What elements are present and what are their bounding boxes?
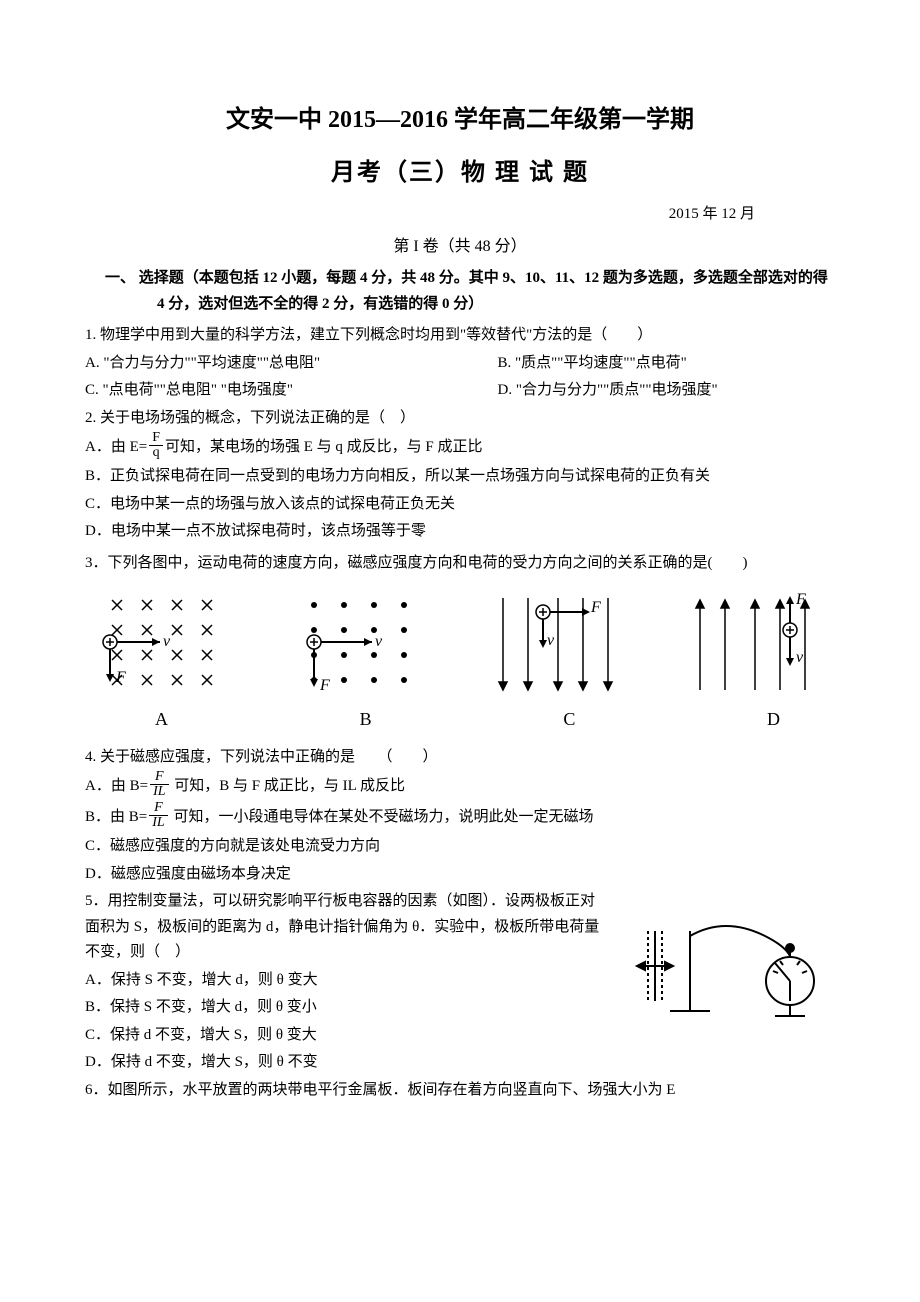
q3-diagram-b: v F <box>287 590 437 700</box>
q4-b-frac: FIL <box>149 801 167 830</box>
exam-title-main: 文安一中 2015—2016 学年高二年级第一学期 <box>85 100 835 141</box>
q3-diagrams: v F v F <box>85 590 835 700</box>
q1-row2: C. "点电荷""总电阻" "电场强度" D. "合力与分力""质点""电场强度… <box>85 378 835 404</box>
svg-text:F: F <box>590 599 601 616</box>
q4-b-pre: B．由 B= <box>85 809 147 825</box>
q2-a-pre: A．由 E= <box>85 439 147 455</box>
q3-label-c: C <box>563 704 575 735</box>
q4-a-pre: A．由 B= <box>85 778 148 794</box>
svg-text:v: v <box>547 632 555 649</box>
q3-labels: A B C D <box>85 704 835 735</box>
q5-wrap: 5．用控制变量法，可以研究影响平行板电容器的因素（如图）．设两极板正对面积为 S… <box>85 889 835 1076</box>
svg-text:F: F <box>795 591 806 608</box>
q1-stem: 1. 物理学中用到大量的科学方法，建立下列概念时均用到"等效替代"方法的是（ ） <box>85 323 835 349</box>
svg-text:F: F <box>115 669 126 686</box>
q3-label-b: B <box>360 704 372 735</box>
q2-opt-b: B．正负试探电荷在同一点受到的电场力方向相反，所以某一点场强方向与试探电荷的正负… <box>85 464 835 490</box>
svg-text:v: v <box>163 633 171 650</box>
q5-opt-b: B．保持 S 不变，增大 d，则 θ 变小 <box>85 995 605 1021</box>
q3-diagram-c: F v <box>483 590 633 700</box>
q3-stem: 3．下列各图中，运动电荷的速度方向，磁感应强度方向和电荷的受力方向之间的关系正确… <box>85 551 835 577</box>
q4-stem: 4. 关于磁感应强度，下列说法中正确的是 （ ） <box>85 745 835 771</box>
q1-opt-b: B. "质点""平均速度""点电荷" <box>498 351 836 377</box>
q2-stem: 2. 关于电场场强的概念，下列说法正确的是（ ） <box>85 406 835 432</box>
q5-opt-a: A．保持 S 不变，增大 d，则 θ 变大 <box>85 968 605 994</box>
paper-section-label: 第 I 卷（共 48 分） <box>85 233 835 260</box>
q5-opt-d: D．保持 d 不变，增大 S，则 θ 不变 <box>85 1050 605 1076</box>
q4-opt-a: A．由 B=FIL 可知，B 与 F 成正比，与 IL 成反比 <box>85 772 835 801</box>
q5-opt-c: C．保持 d 不变，增大 S，则 θ 变大 <box>85 1023 605 1049</box>
q4-a-frac: FIL <box>150 770 168 799</box>
q3-diagram-d: F v <box>680 590 830 700</box>
q2-opt-d: D．电场中某一点不放试探电荷时，该点场强等于零 <box>85 519 835 545</box>
section-instruction: 一、 选择题（本题包括 12 小题，每题 4 分，共 48 分。其中 9、10、… <box>85 266 835 317</box>
q1-opt-a: A. "合力与分力""平均速度""总电阻" <box>85 351 498 377</box>
q4-opt-b: B．由 B=FIL 可知，一小段通电导体在某处不受磁场力，说明此处一定无磁场 <box>85 803 835 832</box>
q4-b-post: 可知，一小段通电导体在某处不受磁场力，说明此处一定无磁场 <box>170 809 594 825</box>
q5-stem: 5．用控制变量法，可以研究影响平行板电容器的因素（如图）．设两极板正对面积为 S… <box>85 889 605 966</box>
q4-opt-c: C．磁感应强度的方向就是该处电流受力方向 <box>85 834 835 860</box>
q1-opt-d: D. "合力与分力""质点""电场强度" <box>498 378 836 404</box>
q2-a-frac: Fq <box>149 431 163 460</box>
q1-row1: A. "合力与分力""平均速度""总电阻" B. "质点""平均速度""点电荷" <box>85 351 835 377</box>
q2-opt-a: A．由 E=Fq可知，某电场的场强 E 与 q 成反比，与 F 成正比 <box>85 433 835 462</box>
q3-label-a: A <box>155 704 168 735</box>
q2-opt-c: C．电场中某一点的场强与放入该点的试探电荷正负无关 <box>85 492 835 518</box>
q1-opt-c: C. "点电荷""总电阻" "电场强度" <box>85 378 498 404</box>
q3-label-d: D <box>767 704 780 735</box>
q4-a-post: 可知，B 与 F 成正比，与 IL 成反比 <box>171 778 405 794</box>
exam-date: 2015 年 12 月 <box>85 202 835 228</box>
q4-opt-d: D．磁感应强度由磁场本身决定 <box>85 862 835 888</box>
svg-text:v: v <box>796 649 804 666</box>
svg-text:v: v <box>375 633 383 650</box>
exam-title-sub: 月考（三）物 理 试 题 <box>85 153 835 194</box>
q6-stem: 6．如图所示，水平放置的两块带电平行金属板．板间存在着方向竖直向下、场强大小为 … <box>85 1078 835 1104</box>
svg-text:F: F <box>319 677 330 694</box>
q2-a-post: 可知，某电场的场强 E 与 q 成反比，与 F 成正比 <box>165 439 483 455</box>
q3-diagram-a: v F <box>90 590 240 700</box>
q5-figure <box>615 911 835 1031</box>
